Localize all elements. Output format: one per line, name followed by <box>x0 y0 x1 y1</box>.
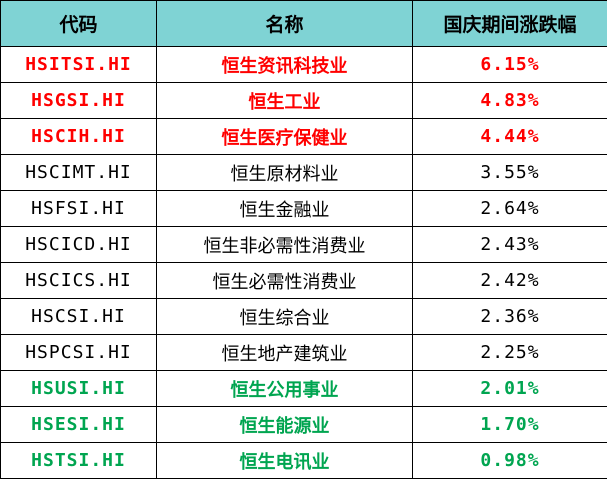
header-code: 代码 <box>1 1 157 47</box>
name-cell: 恒生医疗保健业 <box>157 119 413 155</box>
name-cell: 恒生必需性消费业 <box>157 263 413 299</box>
name-cell: 恒生地产建筑业 <box>157 335 413 371</box>
change-cell: 6.15% <box>413 47 607 83</box>
code-cell: HSCICS.HI <box>1 263 157 299</box>
name-cell: 恒生非必需性消费业 <box>157 227 413 263</box>
name-cell: 恒生电讯业 <box>157 443 413 479</box>
code-cell: HSCICD.HI <box>1 227 157 263</box>
code-cell: HSTSI.HI <box>1 443 157 479</box>
header-row: 代码 名称 国庆期间涨跌幅 <box>1 1 607 47</box>
code-cell: HSCIMT.HI <box>1 155 157 191</box>
code-cell: HSFSI.HI <box>1 191 157 227</box>
name-cell: 恒生原材料业 <box>157 155 413 191</box>
code-cell: HSPCSI.HI <box>1 335 157 371</box>
code-cell: HSESI.HI <box>1 407 157 443</box>
name-cell: 恒生工业 <box>157 83 413 119</box>
change-cell: 2.42% <box>413 263 607 299</box>
change-cell: 2.64% <box>413 191 607 227</box>
change-cell: 2.43% <box>413 227 607 263</box>
code-cell: HSUSI.HI <box>1 371 157 407</box>
change-cell: 1.70% <box>413 407 607 443</box>
change-cell: 2.36% <box>413 299 607 335</box>
header-change: 国庆期间涨跌幅 <box>413 1 607 47</box>
code-cell: HSCSI.HI <box>1 299 157 335</box>
code-cell: HSGSI.HI <box>1 83 157 119</box>
change-cell: 4.83% <box>413 83 607 119</box>
change-cell: 4.44% <box>413 119 607 155</box>
header-name: 名称 <box>157 1 413 47</box>
change-cell: 3.55% <box>413 155 607 191</box>
change-cell: 0.98% <box>413 443 607 479</box>
change-cell: 2.01% <box>413 371 607 407</box>
name-cell: 恒生资讯科技业 <box>157 47 413 83</box>
code-cell: HSITSI.HI <box>1 47 157 83</box>
name-cell: 恒生金融业 <box>157 191 413 227</box>
name-cell: 恒生综合业 <box>157 299 413 335</box>
code-cell: HSCIH.HI <box>1 119 157 155</box>
name-cell: 恒生能源业 <box>157 407 413 443</box>
name-cell: 恒生公用事业 <box>157 371 413 407</box>
change-cell: 2.25% <box>413 335 607 371</box>
